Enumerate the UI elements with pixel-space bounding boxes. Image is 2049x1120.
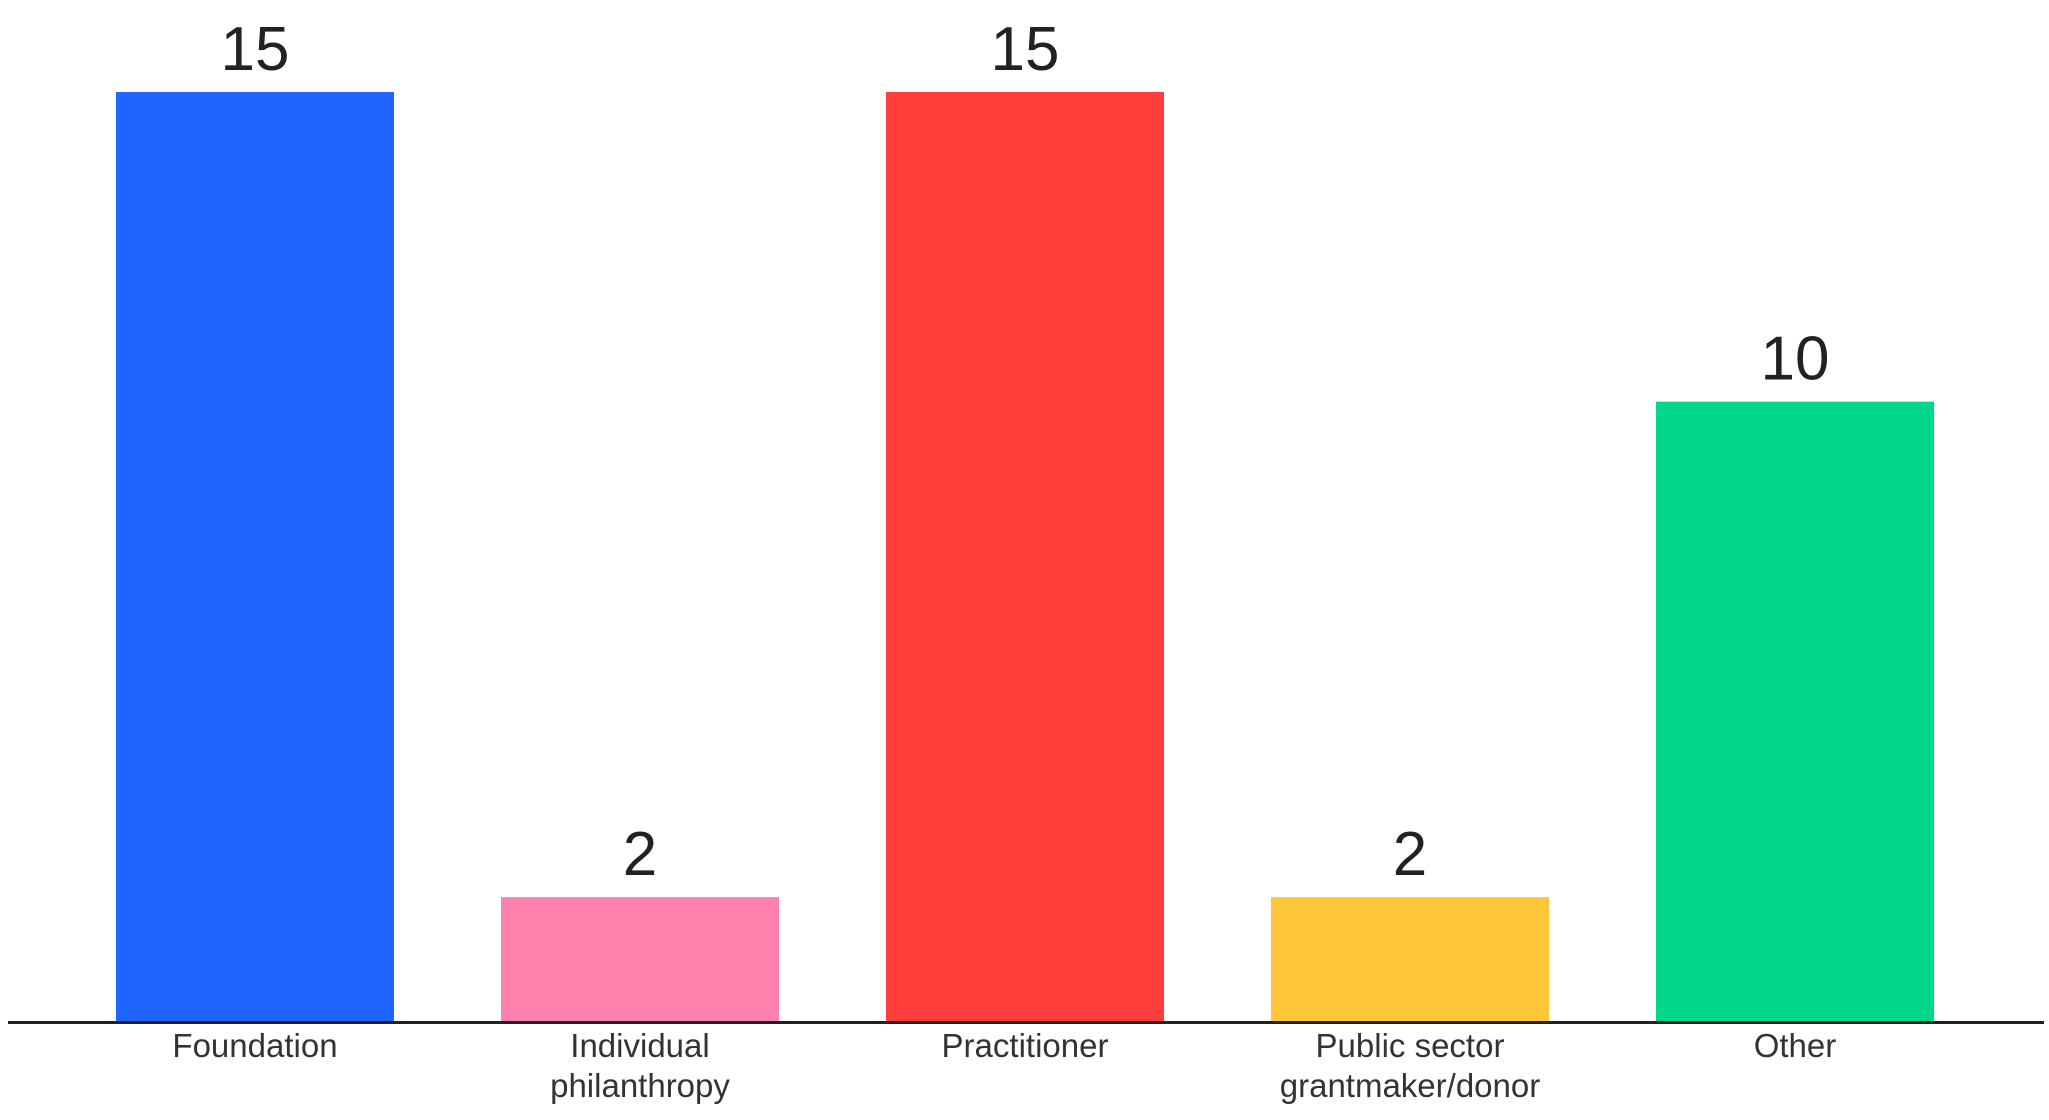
category-label-line: philanthropy: [550, 1067, 730, 1104]
bar-2: [886, 92, 1164, 1021]
bar-value-label-2: 15: [991, 15, 1060, 84]
bars-layer: [116, 92, 1934, 1022]
category-label-4: Other: [1754, 1027, 1837, 1064]
category-label-line: grantmaker/donor: [1280, 1067, 1540, 1104]
bar-value-label-0: 15: [221, 15, 290, 84]
category-label-line: Other: [1754, 1027, 1837, 1064]
category-label-line: Individual: [570, 1027, 709, 1064]
bar-value-label-4: 10: [1761, 325, 1830, 394]
bar-3: [1271, 897, 1549, 1021]
category-label-1: Individual philanthropy: [550, 1027, 730, 1104]
bar-0: [116, 92, 394, 1021]
category-label-3: Public sector grantmaker/donor: [1280, 1027, 1540, 1104]
bar-value-label-1: 2: [623, 820, 657, 889]
category-label-2: Practitioner: [942, 1027, 1109, 1064]
category-labels-layer: Foundation Individual philanthropy Practiti…: [172, 1027, 1836, 1104]
bar-4: [1656, 401, 1934, 1022]
value-labels-layer: 15 2 15 2 10: [221, 15, 1830, 889]
category-label-0: Foundation: [172, 1027, 337, 1064]
category-label-line: Public sector: [1316, 1027, 1505, 1064]
category-label-line: Foundation: [172, 1027, 337, 1064]
bar-1: [501, 897, 779, 1021]
category-label-line: Practitioner: [942, 1027, 1109, 1064]
bar-value-label-3: 2: [1393, 820, 1427, 889]
